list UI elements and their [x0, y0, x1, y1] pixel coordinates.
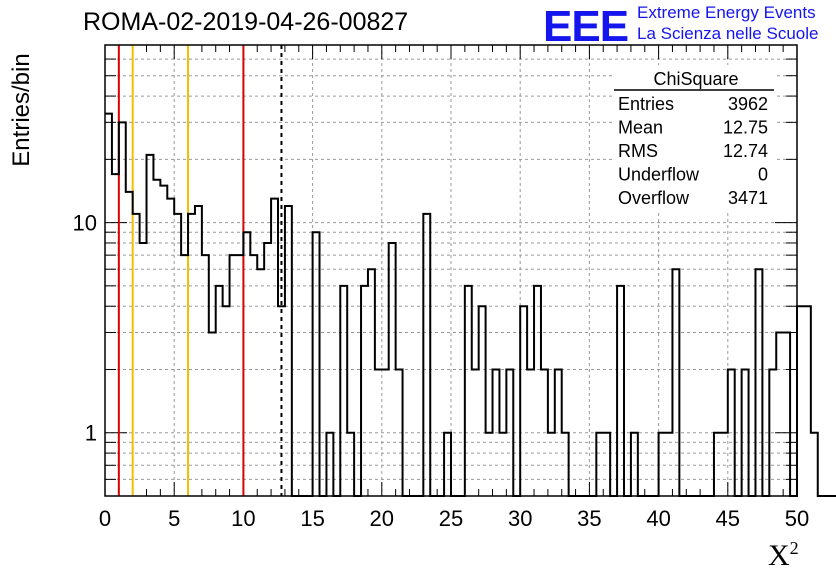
y-tick-label: 1: [85, 421, 97, 446]
stats-label: Entries: [618, 94, 674, 114]
x-tick-label: 30: [508, 506, 532, 531]
stats-value: 3471: [728, 188, 768, 208]
stats-value: 0: [758, 165, 768, 185]
tick-labels: 0 5 10 15 20 25 30 35 40 45 50 1 10: [73, 211, 810, 531]
reference-lines: [117, 45, 283, 496]
x-tick-label: 5: [168, 506, 180, 531]
x-tick-label: 35: [577, 506, 601, 531]
x-axis-label-superscript: 2: [789, 538, 799, 558]
stats-box-title: ChiSquare: [653, 69, 738, 89]
stats-label: RMS: [618, 141, 658, 161]
stats-label: Mean: [618, 118, 663, 138]
chart-title: ROMA-02-2019-04-26-00827: [83, 8, 409, 36]
logo-tagline-1: Extreme Energy Events: [637, 3, 816, 22]
x-tick-label: 50: [785, 506, 809, 531]
x-tick-label: 25: [439, 506, 463, 531]
stats-label: Underflow: [618, 165, 700, 185]
eee-logo: EEE: [543, 2, 629, 51]
stats-value: 12.75: [723, 118, 768, 138]
stats-label: Overflow: [618, 188, 690, 208]
logo-tagline-2: La Scienza nelle Scuole: [637, 24, 819, 43]
x-tick-label: 40: [646, 506, 670, 531]
stats-value: 12.74: [723, 141, 768, 161]
x-tick-label: 15: [300, 506, 324, 531]
x-axis-label: X2: [768, 538, 799, 573]
x-tick-label: 0: [99, 506, 111, 531]
x-tick-label: 45: [716, 506, 740, 531]
y-tick-label: 10: [73, 211, 97, 236]
stats-box: ChiSquare Entries 3962 Mean 12.75 RMS 12.74 Und…: [614, 65, 774, 213]
x-tick-label: 10: [231, 506, 255, 531]
x-axis-label-base: X: [768, 539, 790, 572]
plot-frame: [104, 44, 798, 497]
x-tick-label: 20: [370, 506, 394, 531]
stats-value: 3962: [728, 94, 768, 114]
histogram-series: [105, 112, 836, 497]
